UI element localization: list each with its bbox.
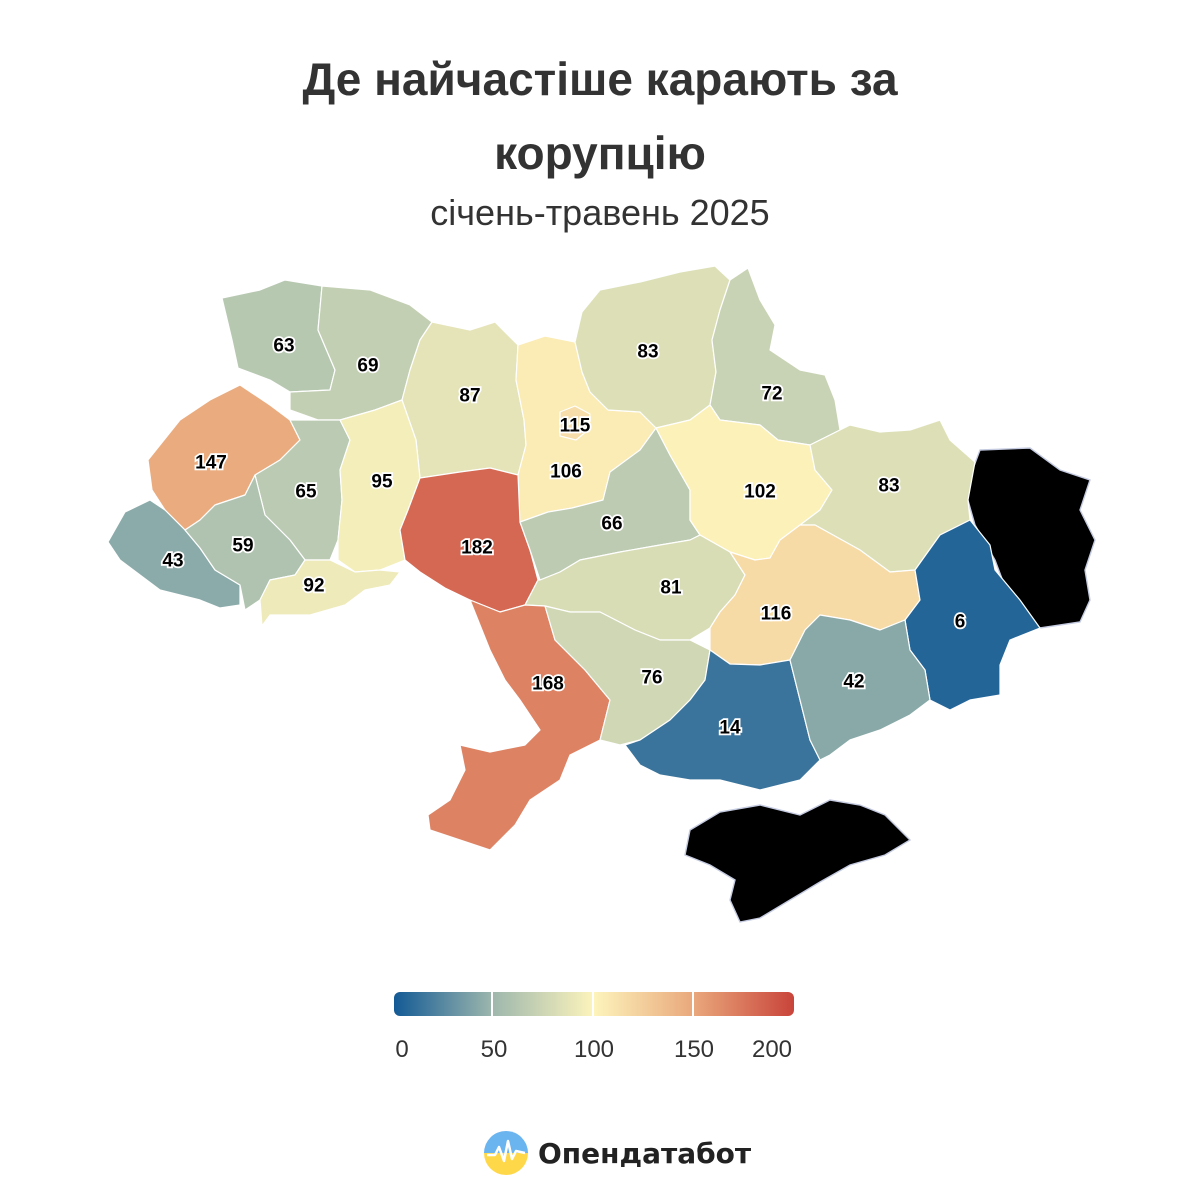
color-scale-bar: [394, 992, 794, 1016]
region-value-kharkiv: 83: [878, 476, 899, 497]
region-value-kirovohrad: 81: [660, 578, 682, 599]
region-sumy: [709, 267, 841, 446]
region-value-rivne: 69: [357, 356, 378, 377]
region-value-dnipropetrovsk: 116: [761, 604, 792, 625]
regions-layer: [107, 265, 1041, 851]
map-subtitle: січень-травень 2025: [430, 192, 770, 233]
region-value-odesa: 168: [532, 674, 564, 695]
legend-tick-100: [592, 992, 594, 1016]
region-value-cherkasy: 66: [601, 514, 622, 535]
legend-tick-150: [692, 992, 694, 1016]
region-value-zhytomyr: 87: [459, 386, 480, 407]
region-value-chernihiv: 83: [637, 342, 658, 363]
legend-label-200: 200: [751, 1036, 793, 1063]
map-title: Де найчастіше карають за корупцію: [0, 42, 1200, 190]
region-kyiv-city: [559, 405, 591, 441]
opendatabot-logo-icon: [484, 1131, 528, 1175]
legend-label-100: 100: [573, 1036, 615, 1063]
region-value-zakarpattia: 43: [162, 551, 183, 572]
region-value-volyn: 63: [273, 336, 294, 357]
title-line-1: Де найчастіше карають за: [302, 53, 898, 105]
brand: Опендатабот: [484, 1130, 751, 1176]
region-value-sumy: 72: [761, 384, 782, 405]
brand-name: Опендатабот: [538, 1136, 752, 1170]
region-value-chernivtsi: 92: [303, 576, 324, 597]
title-line-2: корупцію: [494, 127, 706, 179]
legend-label-0: 0: [395, 1036, 409, 1063]
region-value-ternopil: 65: [295, 482, 317, 503]
region-value-kyiv-city: 115: [560, 416, 591, 437]
legend-label-150: 150: [673, 1036, 715, 1063]
region-value-poltava: 102: [744, 482, 776, 503]
region-value-zaporizhzhia: 42: [843, 672, 864, 693]
region-value-donetsk: 6: [955, 612, 966, 633]
region-chernivtsi: [259, 559, 401, 627]
occupied-crimea: [684, 799, 912, 923]
region-kherson: [624, 649, 821, 791]
region-khmelnytskyi: [337, 399, 421, 573]
legend-label-50: 50: [480, 1036, 508, 1063]
region-value-kyiv-oblast: 106: [550, 462, 582, 483]
region-labels: 63 69 87 106 115 83 72 147 65 95 182 66 102 83 43 59 92 8…: [161, 334, 967, 741]
region-value-ivano-frankivsk: 59: [232, 536, 253, 557]
region-value-kherson: 14: [719, 718, 741, 739]
region-value-mykolaiv: 76: [641, 668, 662, 689]
region-zakarpattia: [107, 499, 241, 609]
region-value-lviv: 147: [195, 453, 227, 474]
region-value-khmelnytskyi: 95: [371, 472, 393, 493]
region-value-vinnytsia: 182: [461, 538, 493, 559]
region-zaporizhzhia: [789, 614, 931, 761]
legend-tick-50: [491, 992, 493, 1016]
